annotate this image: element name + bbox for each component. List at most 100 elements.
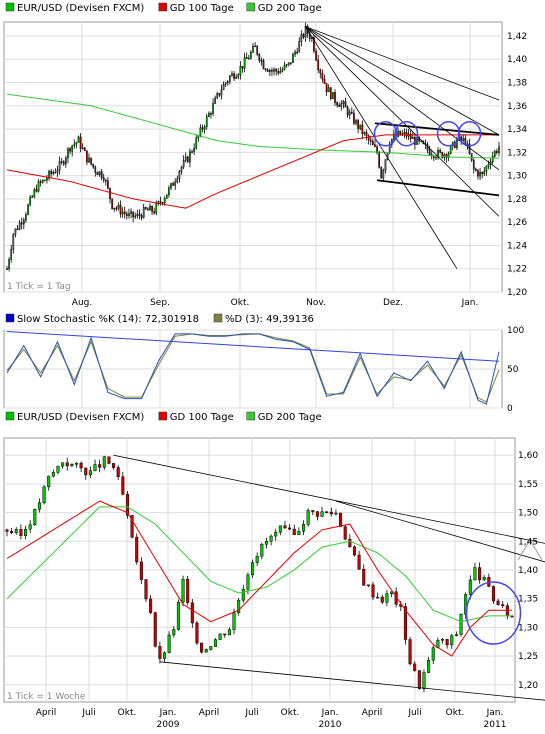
panel1-candle bbox=[481, 171, 484, 175]
panel3-candle bbox=[218, 633, 222, 640]
panel1-x-tick-label: Jan. bbox=[461, 298, 479, 308]
panel1-candle bbox=[193, 148, 195, 152]
panel1-candle bbox=[340, 103, 343, 107]
panel3-candle bbox=[376, 596, 380, 599]
panel3-candle bbox=[107, 456, 111, 464]
panel1-candle bbox=[277, 70, 280, 74]
panel3-candle bbox=[278, 525, 282, 533]
panel1-candle bbox=[292, 53, 294, 63]
panel1-candle bbox=[493, 150, 496, 157]
panel3-candle bbox=[246, 574, 250, 590]
panel1-candle bbox=[449, 145, 452, 154]
panel1-candle bbox=[285, 64, 288, 66]
panel1-candle bbox=[130, 211, 132, 214]
panel1-candle bbox=[155, 203, 158, 214]
panel3-candle bbox=[5, 529, 9, 532]
panel3-legend-label: EUR/USD (Devisen FXCM) bbox=[17, 412, 144, 423]
panel1-trend-line bbox=[305, 26, 458, 269]
panel3-candle bbox=[172, 629, 176, 636]
panel1-candle bbox=[60, 161, 63, 163]
panel1-candle bbox=[189, 151, 191, 163]
panel1-candle bbox=[283, 65, 286, 70]
panel1-candle bbox=[83, 147, 86, 151]
panel1-candle bbox=[365, 132, 368, 137]
panel1-candle bbox=[46, 178, 48, 181]
panel1-candle bbox=[96, 172, 99, 175]
panel1-candle bbox=[250, 51, 252, 59]
panel1-candle bbox=[247, 57, 250, 60]
panel1-candle bbox=[342, 101, 345, 104]
panel3-candle bbox=[42, 486, 46, 504]
panel3-y-tick-label: 1,60 bbox=[518, 451, 538, 461]
panel3-candle bbox=[311, 510, 315, 512]
panel1-candle bbox=[462, 137, 465, 141]
panel1-trend-line bbox=[376, 179, 500, 197]
panel1-candle bbox=[182, 160, 185, 168]
panel1-candle bbox=[123, 211, 126, 215]
panel3-year-label: 2009 bbox=[157, 720, 180, 730]
panel1-trend-line bbox=[305, 26, 500, 101]
panel1-candle bbox=[203, 126, 206, 130]
panel3-trend-line bbox=[335, 500, 545, 563]
panel1-candle bbox=[275, 69, 277, 72]
panel1-y-tick-label: 1,34 bbox=[507, 125, 527, 135]
panel3-candle bbox=[255, 555, 259, 563]
panel1-trend-line bbox=[374, 122, 500, 136]
panel3-candle bbox=[61, 462, 65, 467]
panel1-candle bbox=[378, 152, 381, 168]
panel1-candle bbox=[39, 181, 42, 183]
panel3-candle bbox=[478, 567, 482, 581]
panel1-trend-line bbox=[305, 26, 500, 217]
panel3-candle bbox=[348, 538, 352, 548]
panel1-candle bbox=[18, 222, 21, 230]
panel1-candle bbox=[90, 157, 92, 165]
panel2-trend-line bbox=[6, 331, 500, 362]
panel3-candle bbox=[413, 663, 417, 671]
panel3-candle bbox=[181, 578, 185, 603]
panel1-candle bbox=[94, 166, 97, 173]
panel1-candle bbox=[369, 139, 372, 142]
panel1-candle bbox=[254, 45, 256, 48]
panel1-candle bbox=[109, 187, 111, 200]
panel3-candle bbox=[237, 599, 241, 613]
panel1-candle bbox=[491, 155, 494, 163]
panel3-candle bbox=[445, 638, 449, 646]
panel1-candle bbox=[77, 136, 80, 143]
panel1-x-tick-label: Sep. bbox=[150, 298, 170, 308]
panel1-y-tick-label: 1,40 bbox=[507, 55, 527, 65]
panel3-candle bbox=[329, 511, 333, 515]
panel3-legend-label: GD 200 Tage bbox=[258, 412, 322, 423]
panel2-k-swatch bbox=[5, 313, 15, 323]
panel3-x-tick-label: April bbox=[362, 708, 383, 718]
panel1-candle bbox=[142, 207, 145, 218]
panel1-candle bbox=[100, 171, 103, 179]
panel3-candle bbox=[334, 512, 338, 515]
panel1-candle bbox=[441, 151, 444, 158]
panel1-candle bbox=[338, 104, 341, 107]
panel1-candle bbox=[252, 46, 254, 53]
panel1-candle bbox=[405, 131, 408, 137]
panel1-y-tick-label: 1,42 bbox=[507, 32, 527, 42]
panel1-candle bbox=[302, 34, 305, 38]
panel3-candle bbox=[84, 467, 88, 476]
panel3-y-tick-label: 1,50 bbox=[518, 509, 538, 519]
panel1-candle bbox=[357, 120, 359, 129]
panel1-candle bbox=[138, 213, 141, 216]
panel1-candle bbox=[289, 62, 292, 64]
panel1-candle bbox=[199, 127, 202, 136]
panel1-highlight-circle bbox=[457, 120, 482, 147]
panel3-candle bbox=[232, 612, 236, 630]
panel1-candle bbox=[300, 34, 303, 42]
panel3-candle bbox=[37, 502, 41, 510]
panel3-candle bbox=[24, 528, 28, 536]
panel1-candle bbox=[92, 163, 95, 168]
panel3-candle bbox=[505, 605, 509, 617]
panel1-candle bbox=[229, 75, 231, 82]
panel1-candle bbox=[81, 147, 84, 150]
panel3-candle bbox=[47, 475, 51, 488]
panel1-candle bbox=[25, 214, 27, 221]
panel3-candle bbox=[190, 602, 194, 624]
panel1-candle bbox=[117, 204, 120, 209]
panel3-candle bbox=[88, 470, 92, 476]
panel1-candle bbox=[22, 219, 25, 225]
